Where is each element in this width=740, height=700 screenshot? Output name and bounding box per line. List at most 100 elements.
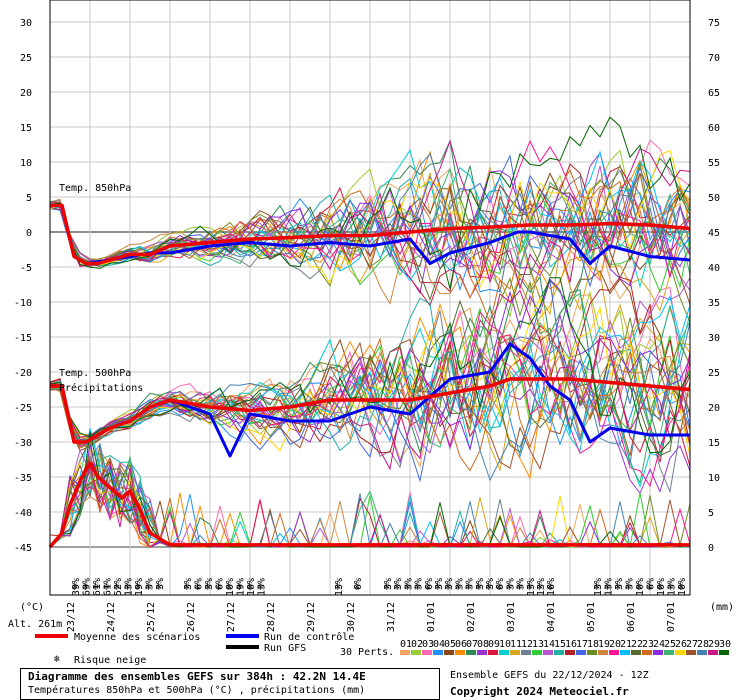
x-tick-label: 05/01	[586, 602, 597, 632]
snowflake-icon: ❄	[135, 582, 142, 593]
annotation-850: Temp. 850hPa	[59, 183, 131, 194]
left-tick-label: -45	[14, 543, 32, 554]
right-tick-label: 15	[708, 438, 720, 449]
chart-subtitle: Températures 850hPa et 500hPa (°C) , pré…	[28, 685, 366, 696]
snow-risk-label: 6%	[194, 578, 205, 590]
left-tick-label: -15	[14, 333, 32, 344]
snow-risk-label: 61%	[92, 578, 103, 596]
snow-risk-label: 10%	[225, 578, 236, 596]
legend-snow: Risque neige	[74, 655, 146, 666]
right-tick-label: 10	[708, 473, 720, 484]
pert-line-500	[49, 296, 691, 457]
pert-color-swatch	[620, 650, 630, 655]
snow-risk-label: 13%	[257, 578, 268, 596]
pert-number: 02	[411, 639, 423, 650]
snowflake-icon: ❄	[72, 582, 79, 593]
right-tick-label: 0	[708, 543, 714, 554]
right-tick-label: 5	[708, 508, 714, 519]
snowflake-icon: ❄	[435, 582, 442, 593]
snowflake-icon: ❄	[335, 582, 342, 593]
plot-frame	[49, 0, 691, 596]
pert-number: 08	[477, 639, 489, 650]
left-tick-label: 5	[26, 193, 32, 204]
pert-line-850	[49, 172, 691, 316]
pert-line-500	[49, 297, 691, 452]
ensemble-date: Ensemble GEFS du 22/12/2024 - 12Z	[450, 670, 649, 681]
snow-risk-label: 10%	[635, 578, 646, 596]
snow-risk-label: 3%	[625, 578, 636, 590]
annotation-precip: Précipitations	[59, 382, 143, 394]
snow-risk-label: 6%	[424, 578, 435, 590]
pert-line-500	[49, 322, 691, 482]
pert-number: 18	[587, 639, 599, 650]
pert-color-swatch	[422, 650, 432, 655]
pert-color-swatch	[488, 650, 498, 655]
snow-risk-label: 19%	[134, 578, 145, 596]
right-tick-label: 50	[708, 193, 720, 204]
axis-ticks: 302520151050-5-10-15-20-25-30-35-40-4575…	[14, 18, 720, 632]
x-tick-label: 07/01	[666, 602, 677, 632]
snow-risk-label: 3%	[204, 578, 215, 590]
left-tick-label: -10	[14, 298, 32, 309]
left-axis-unit: (°C)	[20, 602, 44, 613]
left-tick-label: -5	[20, 263, 32, 274]
snowflake-icon: ❄	[394, 582, 401, 593]
snowflake-icon: ❄	[226, 582, 233, 593]
snowflake-icon: ❄	[205, 582, 212, 593]
snow-risk-row: ❄39% ❄69% ❄61% ❄61% ❄52% ❄13% ❄19% ❄3% ❄3% ❄3% ❄6%…	[71, 578, 688, 596]
snowflake-icon: ❄	[636, 582, 643, 593]
snowflake-icon: ❄	[354, 582, 361, 593]
snowflake-icon: ❄	[605, 582, 612, 593]
pert-number: 26	[675, 639, 687, 650]
pert-color-swatch	[565, 650, 575, 655]
left-tick-label: 30	[20, 18, 32, 29]
snowflake-icon: ❄	[258, 582, 265, 593]
snowflake-icon: ❄	[466, 582, 473, 593]
pert-number: 29	[708, 639, 720, 650]
snowflake-icon: ❄	[647, 582, 654, 593]
snow-risk-label: 52%	[113, 578, 124, 596]
legend-mean: Moyenne des scénarios	[74, 631, 200, 643]
pert-line-500	[49, 338, 691, 470]
pert-number: 22	[631, 639, 643, 650]
pert-color-swatch	[455, 650, 465, 655]
snow-risk-label: 3%	[403, 578, 414, 590]
pert-color-swatch	[521, 650, 531, 655]
right-tick-label: 45	[708, 228, 720, 239]
right-tick-label: 20	[708, 403, 720, 414]
snowflake-icon: ❄	[517, 582, 524, 593]
snowflake-icon: ❄	[455, 582, 462, 593]
pert-color-swatch	[433, 650, 443, 655]
pert-number: 14	[543, 639, 555, 650]
left-tick-label: 10	[20, 158, 32, 169]
pert-color-swatch	[708, 650, 718, 655]
snowflake-icon: ❄	[125, 582, 132, 593]
pert-color-swatch	[466, 650, 476, 655]
x-tick-label: 25/12	[146, 602, 157, 632]
pert-line-500	[49, 289, 691, 471]
left-tick-label: 20	[20, 88, 32, 99]
snow-risk-label: 13%	[593, 578, 604, 596]
snowflake-icon: ❄	[156, 582, 163, 593]
legend-swatches	[35, 634, 259, 649]
pert-number: 25	[664, 639, 676, 650]
pert-color-swatch	[532, 650, 542, 655]
snowflake-icon: ❄	[486, 582, 493, 593]
pert-color-swatch	[653, 650, 663, 655]
snowflake-icon: ❄	[237, 582, 244, 593]
snowflake-icon: ❄	[496, 582, 503, 593]
snowflake-icon: ❄	[415, 582, 422, 593]
snow-risk-label: 3%	[485, 578, 496, 590]
snow-risk-label: 13%	[667, 578, 678, 596]
pert-color-swatch	[686, 650, 696, 655]
pert-number: 11	[510, 639, 522, 650]
snowflake-icon: ❄	[547, 582, 554, 593]
pert-number: 07	[466, 639, 478, 650]
x-tick-label: 03/01	[506, 602, 517, 632]
pert-color-swatch	[554, 650, 564, 655]
snowflake-icon: ❄	[506, 582, 513, 593]
snow-risk-label: 3%	[414, 578, 425, 590]
x-tick-label: 06/01	[626, 602, 637, 632]
pert-color-swatch	[675, 650, 685, 655]
snow-risk-label: 13%	[124, 578, 135, 596]
